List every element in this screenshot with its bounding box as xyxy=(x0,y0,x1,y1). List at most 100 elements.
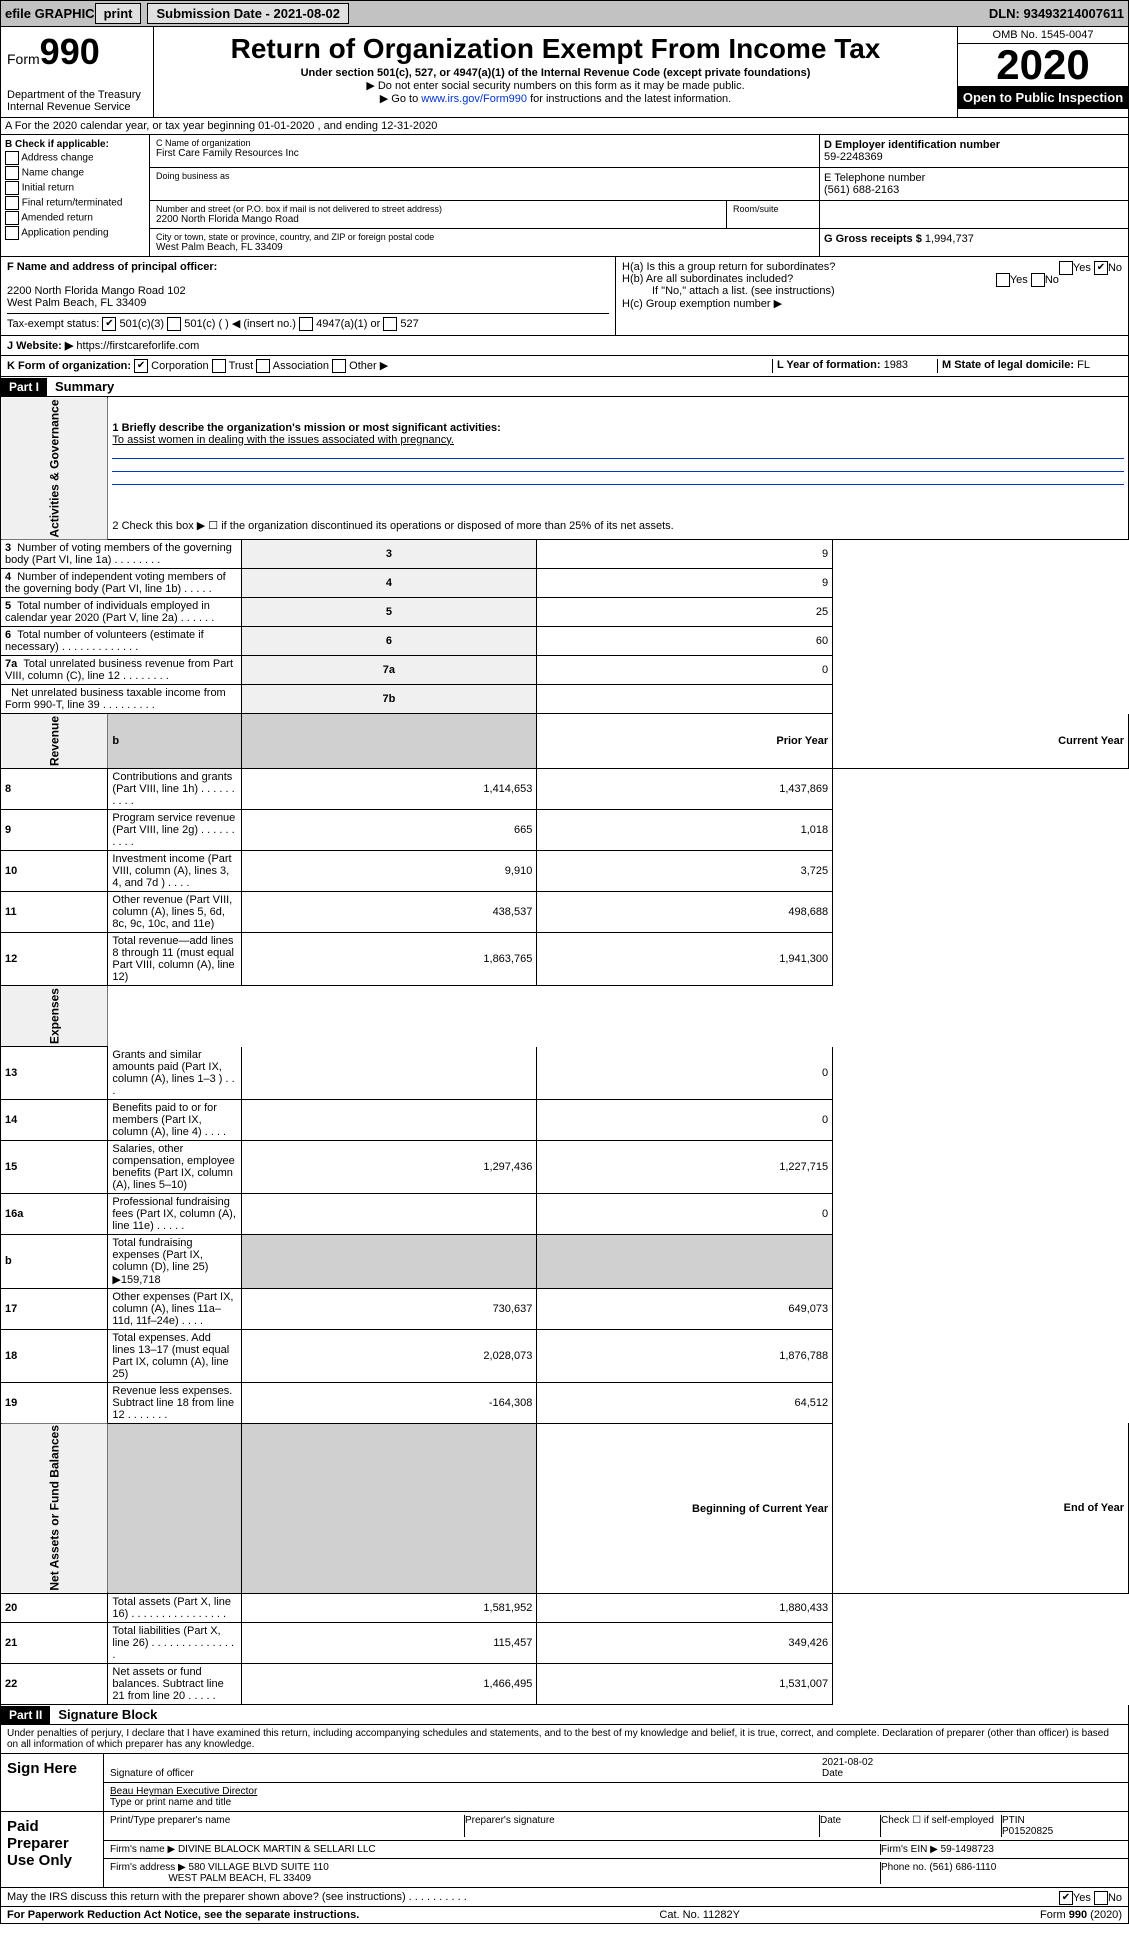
g-label: G Gross receipts $ xyxy=(824,233,922,245)
room-label: Room/suite xyxy=(733,204,813,214)
hc: H(c) Group exemption number ▶ xyxy=(622,297,1122,310)
hb-yes[interactable] xyxy=(996,273,1010,287)
table-row: Net unrelated business taxable income fr… xyxy=(1,685,1129,714)
prep-sig-col: Preparer's signature xyxy=(465,1815,820,1837)
print-button[interactable]: print xyxy=(95,3,142,24)
table-row: 16aProfessional fundraising fees (Part I… xyxy=(1,1193,1129,1234)
sig-date: 2021-08-02 xyxy=(822,1757,873,1768)
i-label: Tax-exempt status: xyxy=(7,318,99,330)
opt-addr[interactable]: Address change xyxy=(5,151,145,165)
ck-501c3[interactable]: ✔ xyxy=(102,317,116,331)
paid-label: Paid Preparer Use Only xyxy=(1,1812,104,1887)
ha-no[interactable]: ✔ xyxy=(1094,261,1108,275)
opt-final[interactable]: Final return/terminated xyxy=(5,196,145,210)
table-row: 17Other expenses (Part IX, column (A), l… xyxy=(1,1288,1129,1329)
discuss-yes[interactable]: ✔ xyxy=(1059,1891,1073,1905)
table-row: 14Benefits paid to or for members (Part … xyxy=(1,1099,1129,1140)
f-label: F Name and address of principal officer: xyxy=(7,261,217,273)
prep-name-col: Print/Type preparer's name xyxy=(110,1815,465,1837)
ha: H(a) Is this a group return for subordin… xyxy=(622,261,835,273)
line-j: J Website: ▶ https://firstcareforlife.co… xyxy=(0,336,1129,356)
dept1: Department of the Treasury xyxy=(7,89,147,101)
table-row: 9Program service revenue (Part VIII, lin… xyxy=(1,810,1129,851)
addr-val: 2200 North Florida Mango Road xyxy=(156,214,720,225)
line-m: M State of legal domicile: FL xyxy=(937,359,1122,373)
table-row: 22Net assets or fund balances. Subtract … xyxy=(1,1664,1129,1705)
row-a: A For the 2020 calendar year, or tax yea… xyxy=(0,118,1129,135)
firm-addr1: 580 VILLAGE BLVD SUITE 110 xyxy=(189,1862,329,1873)
e-val: (561) 688-2163 xyxy=(824,184,899,196)
table-row: 15Salaries, other compensation, employee… xyxy=(1,1140,1129,1193)
box-e: E Telephone number(561) 688-2163 xyxy=(819,168,1128,200)
submission-date: Submission Date - 2021-08-02 xyxy=(147,3,349,24)
c-val: First Care Family Resources Inc xyxy=(156,148,813,159)
sign-here: Sign Here xyxy=(1,1754,104,1811)
firm-phone: (561) 686-1110 xyxy=(929,1862,996,1873)
ck-501c[interactable] xyxy=(167,317,181,331)
ck-trust[interactable] xyxy=(212,359,226,373)
hb-no[interactable] xyxy=(1031,273,1045,287)
e-label: E Telephone number xyxy=(824,172,925,184)
table-row: 6 Total number of volunteers (estimate i… xyxy=(1,627,1129,656)
box-g2: G Gross receipts $ 1,994,737 xyxy=(819,229,1128,256)
line-k: K Form of organization: ✔ Corporation Tr… xyxy=(7,359,772,373)
line-l: L Year of formation: 1983 xyxy=(772,359,937,373)
part1-header: Part I Summary xyxy=(0,377,1129,397)
irs-link[interactable]: www.irs.gov/Form990 xyxy=(421,93,527,105)
dba-label: Doing business as xyxy=(156,171,813,181)
rev-label: Revenue xyxy=(1,714,108,769)
box-c: C Name of organization First Care Family… xyxy=(150,135,1128,256)
table-row: 3 Number of voting members of the govern… xyxy=(1,540,1129,569)
header-left: Form990 Department of the Treasury Inter… xyxy=(1,27,154,117)
paid-block: Paid Preparer Use Only Print/Type prepar… xyxy=(0,1812,1129,1888)
part2-title: Signature Block xyxy=(50,1705,165,1724)
foot-r: Form 990 (2020) xyxy=(1040,1909,1122,1921)
city-label: City or town, state or province, country… xyxy=(156,232,813,242)
table-row: 10Investment income (Part VIII, column (… xyxy=(1,851,1129,892)
ein: 59-1498723 xyxy=(941,1844,994,1855)
table-row: 19Revenue less expenses. Subtract line 1… xyxy=(1,1382,1129,1423)
website[interactable]: https://firstcareforlife.com xyxy=(76,340,199,352)
firm-addr2: WEST PALM BEACH, FL 33409 xyxy=(168,1873,311,1884)
dept2: Internal Revenue Service xyxy=(7,101,147,113)
box-f: F Name and address of principal officer:… xyxy=(1,257,615,335)
line-i: Tax-exempt status: ✔ 501(c)(3) 501(c) ( … xyxy=(7,313,609,331)
sig-officer-label: Signature of officer xyxy=(110,1768,194,1779)
form-title: Return of Organization Exempt From Incom… xyxy=(160,33,951,65)
ck-527[interactable] xyxy=(383,317,397,331)
opt-pending[interactable]: Application pending xyxy=(5,226,145,240)
f-l1: 2200 North Florida Mango Road 102 xyxy=(7,285,186,297)
gov-label: Activities & Governance xyxy=(1,397,108,540)
ck-other[interactable] xyxy=(332,359,346,373)
opt-name[interactable]: Name change xyxy=(5,166,145,180)
discuss-no[interactable] xyxy=(1094,1891,1108,1905)
box-g xyxy=(819,201,1128,228)
efile-label: efile GRAPHIC xyxy=(5,6,95,21)
tax-year: 2020 xyxy=(958,44,1128,86)
footer: For Paperwork Reduction Act Notice, see … xyxy=(0,1907,1129,1924)
table-row: 5 Total number of individuals employed i… xyxy=(1,598,1129,627)
form-number: 990 xyxy=(40,31,100,72)
summary-table: Activities & Governance 1 Briefly descri… xyxy=(0,397,1129,1705)
opt-initial[interactable]: Initial return xyxy=(5,181,145,195)
d-val: 59-2248369 xyxy=(824,151,883,163)
foot-l: For Paperwork Reduction Act Notice, see … xyxy=(7,1909,359,1921)
table-row: 20Total assets (Part X, line 16) . . . .… xyxy=(1,1594,1129,1623)
form-header: Form990 Department of the Treasury Inter… xyxy=(0,27,1129,118)
subtitle2: ▶ Do not enter social security numbers o… xyxy=(160,79,951,92)
g-val: 1,994,737 xyxy=(925,233,974,245)
line-klm: K Form of organization: ✔ Corporation Tr… xyxy=(0,356,1129,377)
l1-val: To assist women in dealing with the issu… xyxy=(112,434,454,446)
ha-yes[interactable] xyxy=(1059,261,1073,275)
part2-header: Part II Signature Block xyxy=(0,1705,1129,1725)
section-fh: F Name and address of principal officer:… xyxy=(0,257,1129,336)
subtitle1: Under section 501(c), 527, or 4947(a)(1)… xyxy=(160,67,951,79)
ck-corp[interactable]: ✔ xyxy=(134,359,148,373)
ck-assoc[interactable] xyxy=(256,359,270,373)
opt-amended[interactable]: Amended return xyxy=(5,211,145,225)
table-row: 4 Number of independent voting members o… xyxy=(1,569,1129,598)
table-row: 18Total expenses. Add lines 13–17 (must … xyxy=(1,1329,1129,1382)
l2: 2 Check this box ▶ ☐ if the organization… xyxy=(108,511,1129,540)
ck-4947[interactable] xyxy=(299,317,313,331)
table-row: 11Other revenue (Part VIII, column (A), … xyxy=(1,892,1129,933)
